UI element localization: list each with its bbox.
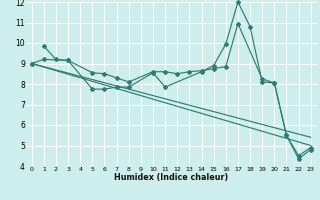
- X-axis label: Humidex (Indice chaleur): Humidex (Indice chaleur): [114, 173, 228, 182]
